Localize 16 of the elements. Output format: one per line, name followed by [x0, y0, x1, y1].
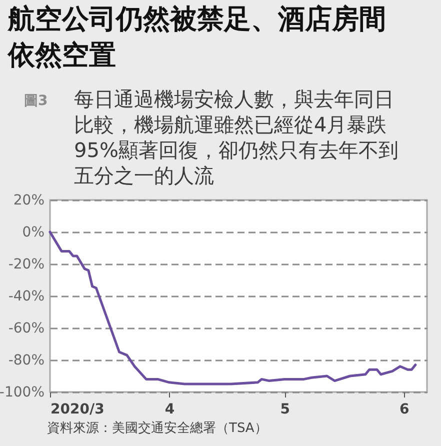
x-tick-label: 6: [400, 402, 410, 418]
source-note: 資料來源：美國交通安全總署（TSA）: [47, 420, 268, 436]
y-tick-label: -100%: [0, 384, 44, 400]
y-tick-label: -80%: [8, 352, 44, 368]
x-tick-label: 5: [280, 402, 290, 418]
y-tick-label: 20%: [13, 192, 44, 208]
line-series: [48, 230, 417, 386]
chart-title: 航空公司仍然被禁足、酒店房間依然空置: [7, 4, 386, 71]
x-tick-label: 2020/3: [50, 402, 104, 418]
caption: 圖3: [24, 93, 48, 109]
x-tick-label: 4: [164, 402, 175, 418]
y-tick-label: 0%: [22, 224, 44, 240]
y-tick-label: -40%: [8, 288, 44, 304]
y-tick-label: -60%: [8, 320, 44, 336]
chart-subtitle: 每日通過機場安檢人數，與去年同日比較，機場航運雖然已經從4月暴跌95%顯著回復，卻仍然只有去年不到五分之一的人流: [74, 87, 398, 188]
y-tick-label: -20%: [8, 256, 44, 272]
